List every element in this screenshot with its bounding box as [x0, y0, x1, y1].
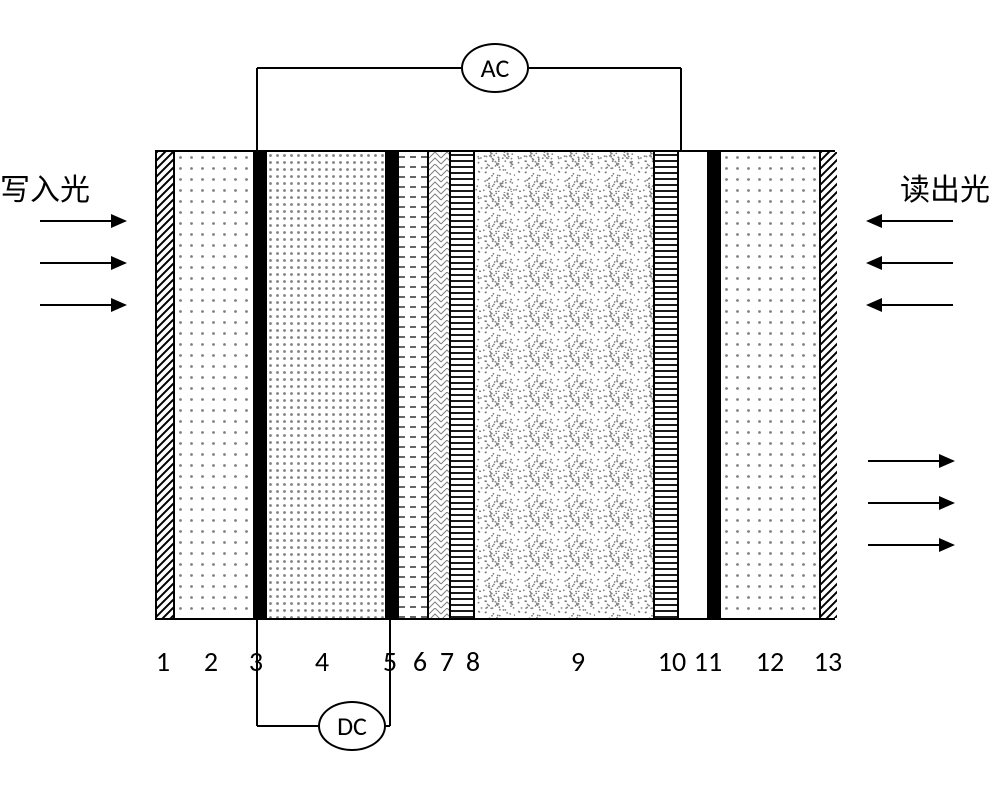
layer-4 — [265, 152, 385, 618]
layer-5 — [385, 152, 397, 618]
write-in-arrow — [40, 262, 125, 264]
layer-number-12: 12 — [756, 644, 784, 679]
layer-8 — [449, 152, 473, 618]
layer-number-4: 4 — [315, 644, 329, 679]
read-out-arrow — [868, 544, 953, 546]
read-light-label: 读出光 — [900, 165, 990, 209]
read-out-arrow — [868, 460, 953, 462]
layer-1 — [157, 152, 173, 618]
layer-3 — [253, 152, 265, 618]
write-in-arrow — [40, 220, 125, 222]
layer-7 — [427, 152, 449, 618]
read-in-arrow — [868, 220, 953, 222]
read-in-arrow — [868, 304, 953, 306]
layer-number-10: 10 — [658, 644, 686, 679]
read-out-arrow — [868, 502, 953, 504]
ac-label: AC — [481, 52, 510, 84]
layer-9 — [473, 152, 653, 618]
layer-12.5 — [719, 152, 819, 618]
diagram-stage: 12345678910111213 写入光 读出光 AC DC — [0, 0, 1000, 802]
device-stack — [155, 150, 835, 620]
layer-number-9: 9 — [571, 644, 585, 679]
layer-12 — [707, 152, 719, 618]
layer-number-1: 1 — [156, 644, 170, 679]
dc-label: DC — [337, 710, 367, 742]
layer-number-11: 11 — [694, 644, 722, 679]
write-in-arrow — [40, 304, 125, 306]
layer-11 — [677, 152, 707, 618]
layer-number-7: 7 — [440, 644, 454, 679]
layer-6 — [397, 152, 427, 618]
layer-number-13: 13 — [814, 644, 842, 679]
layer-10 — [653, 152, 677, 618]
layer-13 — [819, 152, 837, 618]
read-in-arrow — [868, 262, 953, 264]
write-light-label: 写入光 — [0, 165, 90, 209]
ac-source: AC — [461, 43, 529, 93]
dc-source: DC — [318, 701, 386, 751]
layer-number-2: 2 — [204, 644, 218, 679]
layer-2 — [173, 152, 253, 618]
layer-number-8: 8 — [466, 644, 480, 679]
layer-number-6: 6 — [413, 644, 427, 679]
